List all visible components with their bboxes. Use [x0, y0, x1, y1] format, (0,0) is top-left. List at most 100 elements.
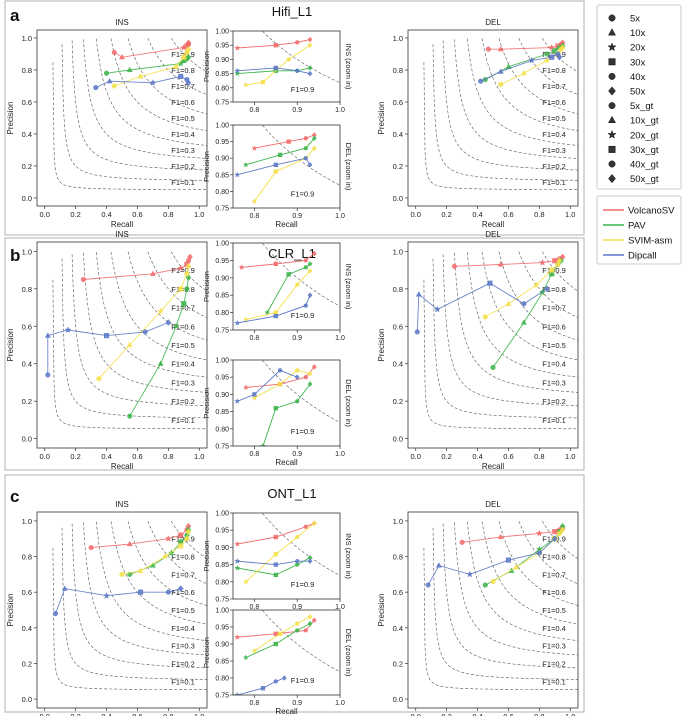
- data-point-volcanosv: [497, 45, 504, 52]
- data-point-dipcall: [234, 319, 241, 326]
- series-line-dipcall: [237, 560, 310, 566]
- data-point-svim-asm: [482, 314, 488, 320]
- x-tick-label: 0.2: [441, 452, 451, 461]
- axes-frame: [232, 30, 341, 103]
- series-line-dipcall: [416, 282, 548, 332]
- y-tick-label: 0.6: [22, 588, 32, 597]
- y-tick-label: 0.2: [22, 397, 32, 406]
- data-point-dipcall: [45, 372, 51, 378]
- data-point-pav: [295, 399, 300, 404]
- data-point-dipcall: [536, 550, 542, 556]
- f1-curve: [83, 39, 207, 159]
- f1-curve: [96, 521, 207, 641]
- data-point-svim-asm: [277, 381, 283, 387]
- data-point-pav: [273, 572, 278, 578]
- x-tick-label: 0.6: [132, 452, 142, 461]
- data-point-pav: [185, 53, 192, 61]
- data-point-dipcall: [497, 68, 504, 74]
- data-point-volcanosv: [111, 49, 117, 55]
- plot-del: F1=0.9F1=0.8F1=0.7F1=0.6F1=0.5F1=0.4F1=0…: [377, 18, 579, 229]
- data-point-volcanosv: [286, 139, 291, 144]
- x-tick-label: 0.2: [70, 452, 80, 461]
- data-point-dipcall: [303, 303, 308, 308]
- data-point-pav: [103, 70, 110, 76]
- f1-label: F1=0.1: [171, 677, 195, 686]
- series-group: [478, 39, 566, 87]
- data-point-volcanosv: [307, 36, 313, 43]
- x-tick-label: 0.4: [101, 210, 111, 219]
- x-tick-label: 1.0: [335, 335, 345, 342]
- legend-tool-label: Dipcall: [628, 251, 657, 262]
- x-axis-label: Recall: [275, 458, 297, 467]
- data-point-svim-asm: [307, 42, 313, 49]
- f1-curve: [110, 251, 207, 361]
- data-point-dipcall: [487, 280, 493, 286]
- zoom-plot: F1=0.9 0.8 0.9 1.0 0.75 0.80 0.85 0.90 0.95 1.00 D…: [202, 358, 353, 468]
- legend-marker-label: 50x: [630, 87, 646, 98]
- y-tick-label: 0.85: [215, 293, 229, 300]
- plot-label: DEL: [485, 18, 501, 27]
- series-group: [234, 132, 317, 204]
- data-point-volcanosv: [273, 631, 278, 636]
- y-tick-label: 0.90: [215, 642, 229, 649]
- zoom-label: INS (zoom in): [344, 533, 353, 579]
- legend-marker-label: 30x: [630, 57, 646, 68]
- plot-ins: F1=0.9F1=0.8F1=0.7F1=0.6F1=0.5F1=0.4F1=0…: [6, 230, 208, 471]
- f1-label: F1=0.6: [171, 588, 195, 597]
- plot-del: F1=0.9F1=0.8F1=0.7F1=0.6F1=0.5F1=0.4F1=0…: [377, 230, 579, 471]
- y-axis-label: Precision: [6, 329, 15, 362]
- f1-curve: [96, 38, 207, 146]
- data-point-dipcall: [556, 53, 563, 61]
- data-point-volcanosv: [485, 46, 491, 52]
- series-group: [414, 253, 566, 371]
- data-point-svim-asm: [185, 45, 192, 53]
- f1-label: F1=0.7: [542, 82, 566, 91]
- f1-label: F1=0.1: [542, 178, 566, 187]
- f1-label: F1=0.8: [171, 66, 195, 75]
- data-point-svim-asm: [251, 647, 258, 654]
- data-point-dipcall: [307, 558, 313, 565]
- f1-curve: [52, 279, 207, 430]
- y-tick-label: 1.00: [215, 358, 229, 365]
- data-point-volcanosv: [149, 270, 156, 276]
- f1-label: F1=0.8: [542, 285, 566, 294]
- f1-curves: [262, 125, 340, 186]
- f1-label: F1=0.6: [171, 322, 195, 331]
- data-point-dipcall: [234, 171, 241, 178]
- data-point-volcanosv: [251, 145, 258, 151]
- y-tick-label: 0.75: [215, 206, 229, 213]
- data-point-dipcall: [93, 85, 99, 91]
- f1-curve: [71, 523, 207, 669]
- data-point-dipcall: [64, 326, 72, 333]
- y-tick-label: 1.00: [215, 511, 229, 518]
- data-point-svim-asm: [549, 267, 555, 273]
- data-point-dipcall: [165, 319, 172, 326]
- data-point-dipcall: [466, 570, 474, 578]
- y-tick-label: 0.90: [215, 275, 229, 282]
- x-tick-label: 0.2: [441, 712, 451, 716]
- data-point-pav: [490, 364, 496, 371]
- y-tick-label: 0.6: [393, 98, 403, 107]
- f1-curve: [467, 252, 578, 378]
- data-point-svim-asm: [119, 571, 125, 577]
- f1-curve: [454, 522, 578, 656]
- f1-curve: [262, 513, 340, 576]
- f1-label: F1=0.3: [171, 146, 195, 155]
- y-axis-label: Precision: [377, 102, 386, 135]
- series-line-dipcall: [237, 67, 311, 75]
- y-axis-label: Precision: [202, 541, 211, 572]
- data-point-pav: [234, 564, 241, 571]
- data-point-pav: [303, 265, 308, 270]
- plot-label: DEL: [485, 500, 501, 509]
- f1-curve: [83, 522, 207, 656]
- y-tick-label: 1.00: [215, 29, 229, 36]
- f1-curve: [498, 251, 578, 341]
- data-point-dipcall: [103, 333, 110, 339]
- f1-label: F1=0.6: [542, 588, 566, 597]
- data-point-pav: [242, 654, 249, 661]
- x-tick-label: 0.6: [503, 452, 513, 461]
- data-point-dipcall: [234, 398, 241, 404]
- y-tick-label: 0.8: [22, 553, 32, 562]
- data-point-dipcall: [137, 589, 144, 595]
- data-point-volcanosv: [185, 39, 192, 47]
